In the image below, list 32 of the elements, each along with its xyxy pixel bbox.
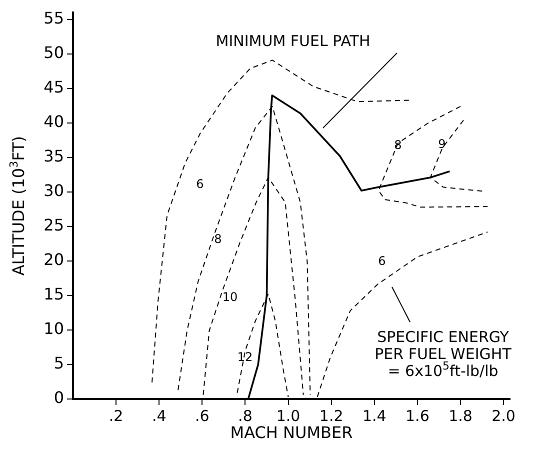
y-tick-label: 15: [44, 284, 64, 304]
x-tick-label: .8: [238, 406, 252, 425]
y-tick-label: 20: [44, 250, 64, 270]
x-tick-label: 1.8: [448, 406, 472, 425]
x-tick-label: 1.2: [319, 406, 344, 425]
x-tick-label: 1.4: [362, 406, 386, 425]
annotation: 6: [196, 177, 204, 192]
y-tick-label: 0: [54, 388, 64, 408]
y-tick-label: 50: [44, 43, 64, 62]
y-axis-title: ALTITUDE (103FT): [7, 136, 28, 276]
annotation: 6: [378, 254, 386, 268]
y-tick-label: 55: [44, 8, 64, 28]
y-tick-label: 40: [44, 112, 64, 132]
y-tick-label: 25: [44, 216, 64, 235]
annotation: MINIMUM FUEL PATH: [216, 32, 370, 50]
y-tick-label: 30: [44, 181, 64, 200]
x-tick-label: .2: [108, 406, 124, 425]
annotation: 9: [438, 137, 446, 152]
x-tick-label: 2.0: [492, 406, 516, 425]
x-tick-label: 1.6: [406, 406, 430, 425]
y-tick-label: 35: [44, 146, 64, 166]
x-tick-label: .6: [195, 406, 210, 425]
annotation: 10: [222, 290, 238, 304]
annotation: 8: [214, 232, 222, 246]
y-tick-label: 45: [44, 78, 64, 97]
x-axis-title: MACH NUMBER: [230, 423, 353, 442]
y-tick-label: 10: [44, 319, 64, 338]
annotation: 8: [394, 138, 402, 152]
y-tick-label: 5: [54, 354, 64, 373]
annotation: 12: [237, 350, 253, 364]
x-tick-label: .4: [152, 406, 166, 425]
x-tick-label: 1.0: [276, 406, 300, 425]
